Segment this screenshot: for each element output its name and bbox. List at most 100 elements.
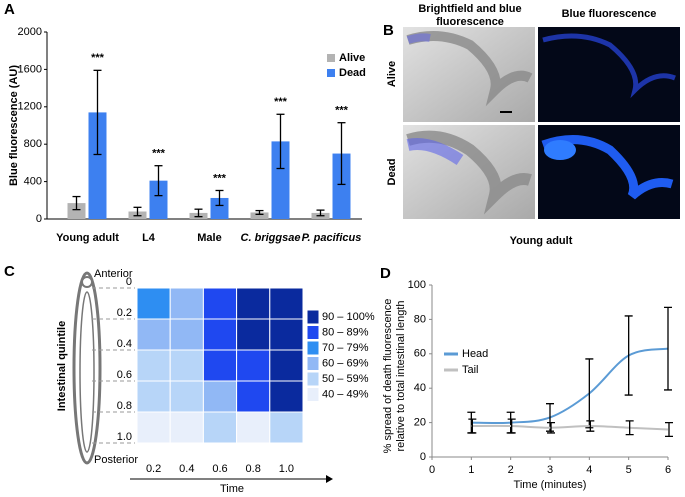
error-bar [546, 403, 554, 432]
heatmap-cell [269, 380, 304, 413]
error-bar [665, 421, 673, 438]
y-tick-label: 1200 [18, 101, 42, 113]
legend-label: 50 – 59% [322, 373, 369, 385]
error-bar [664, 306, 672, 391]
legend-swatch [306, 309, 320, 325]
x-tick-label: P. pacificus [302, 232, 362, 244]
x-tick-label: Young adult [56, 232, 119, 244]
significance: *** [335, 105, 349, 117]
y-tick-label: 1.0 [117, 431, 132, 443]
panel-label: C [4, 263, 15, 280]
y-tick-label: 0 [36, 213, 42, 225]
error-bar [316, 209, 325, 217]
y-axis-label: % spread of death fluorescence relative … [382, 298, 407, 454]
error-bar [93, 69, 102, 156]
legend-swatch [327, 69, 335, 77]
error-bar [547, 421, 555, 434]
y-tick-label: 800 [24, 138, 42, 150]
bottom-label: Posterior [94, 454, 138, 466]
y-tick-label: 0.4 [117, 338, 132, 350]
error-bar [507, 418, 516, 434]
heatmap-cell [236, 318, 271, 351]
heatmap-cell [169, 318, 204, 351]
heatmap-cell [136, 411, 171, 444]
error-bar [276, 113, 285, 170]
x-tick-label: 0 [429, 464, 435, 476]
error-bar [72, 195, 81, 211]
micrographs [403, 27, 680, 219]
x-tick-label: 0.8 [246, 463, 261, 475]
series-line [471, 424, 669, 431]
y-tick-label: 60 [414, 348, 426, 360]
heatmap-cell [202, 349, 238, 382]
significance: *** [91, 52, 105, 64]
panel-label: A [4, 1, 15, 18]
error-bar [337, 122, 346, 186]
top-label: Anterior [94, 268, 133, 280]
y-tick-label: 0.8 [117, 400, 132, 412]
row-label: Alive [386, 61, 398, 87]
y-axis-label: Blue fluorescence (AU) [8, 65, 20, 186]
worm-schematic [72, 271, 102, 465]
legend-label: Dead [339, 67, 366, 79]
legend-swatch [306, 356, 320, 371]
x-axis-label: Time [220, 483, 244, 495]
heatmap-cell [136, 349, 171, 382]
heatmap-cell [236, 411, 271, 444]
heatmap-cell [202, 411, 238, 444]
x-tick-label: C. briggsae [241, 232, 301, 244]
error-bar [586, 420, 595, 432]
arrow-head [326, 475, 333, 483]
heatmap-cell [169, 380, 204, 413]
heatmap-cell [169, 411, 204, 444]
heatmap-cell [236, 287, 271, 320]
caption: Young adult [510, 235, 573, 247]
x-tick-label: 5 [626, 464, 632, 476]
x-tick-label: 1.0 [279, 463, 294, 475]
y-tick-label: 20 [414, 417, 426, 429]
heatmap-cell [202, 287, 238, 320]
heatmap-cell [202, 318, 238, 351]
legend-label: Tail [462, 364, 479, 376]
legend-label: 60 – 69% [322, 357, 369, 369]
x-tick-label: 0.2 [146, 463, 161, 475]
error-bar [625, 420, 634, 436]
error-bar [255, 209, 264, 215]
y-tick-label: 40 [414, 382, 426, 394]
y-tick-label: 100 [408, 279, 426, 291]
heatmap-cell [169, 287, 204, 320]
x-tick-label: 2 [508, 464, 514, 476]
row-label: Dead [386, 159, 398, 186]
legend-swatch [327, 54, 335, 62]
x-tick-label: 0.4 [179, 463, 194, 475]
bar [332, 153, 351, 219]
error-bar [133, 206, 142, 217]
heatmap-cell [136, 287, 171, 320]
bar [88, 112, 107, 219]
y-tick-label: 0.2 [117, 307, 132, 319]
y-tick-label: 1600 [18, 63, 42, 75]
legend-label: 40 – 49% [322, 388, 369, 400]
y-tick-label: 0 [420, 451, 426, 463]
y-tick-label: 0 [126, 276, 132, 288]
x-tick-label: 4 [586, 464, 592, 476]
legend-swatch [306, 387, 320, 402]
heatmap-cell [269, 318, 304, 351]
legend-label: Head [462, 348, 488, 360]
legend-label: 70 – 79% [322, 342, 369, 354]
x-tick-label: 0.6 [212, 463, 227, 475]
bar [271, 141, 290, 219]
error-bar [194, 208, 203, 218]
x-tick-label: 1 [468, 464, 474, 476]
bar [67, 203, 86, 219]
panel-label: D [380, 265, 391, 282]
column-title: Brightfield and blue fluorescence [418, 3, 522, 28]
legend-swatch [306, 325, 320, 340]
legend-label: 80 – 89% [322, 326, 369, 338]
y-tick-label: 80 [414, 313, 426, 325]
series-line [471, 347, 669, 424]
error-bar [215, 189, 224, 207]
heatmap-cell [169, 349, 204, 382]
